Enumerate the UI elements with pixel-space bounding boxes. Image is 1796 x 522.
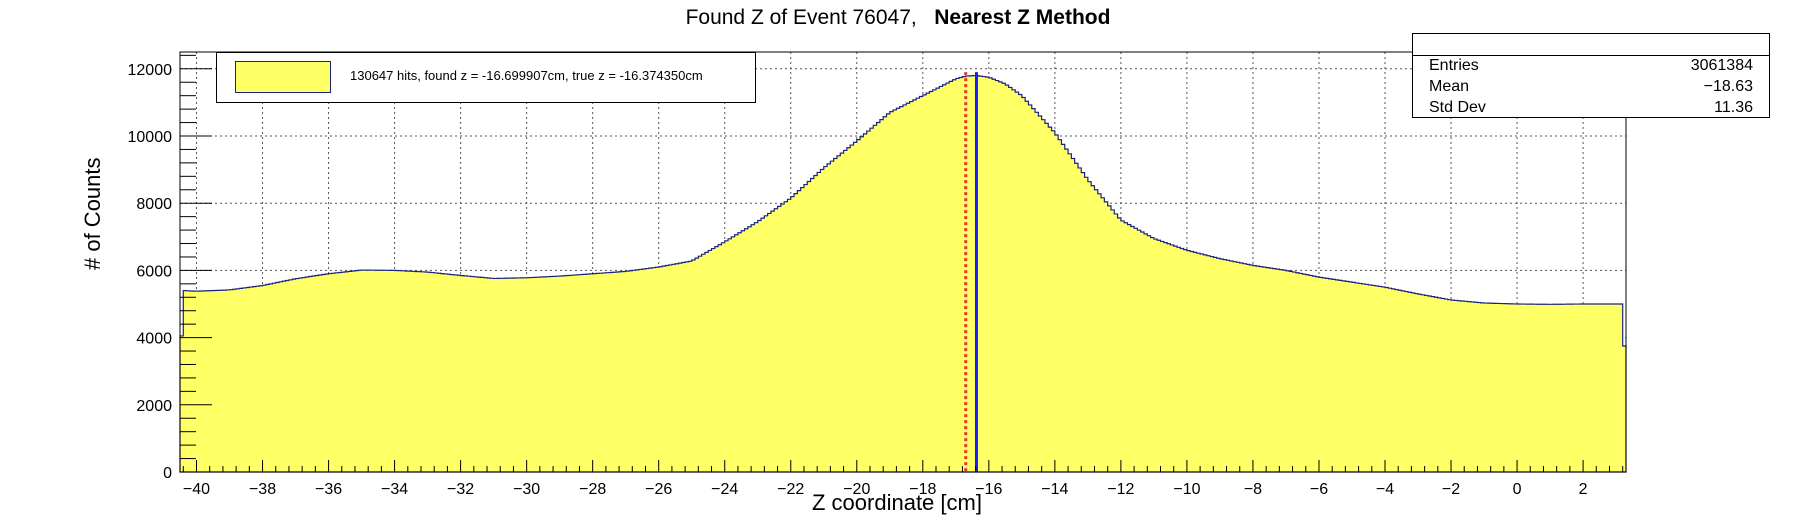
x-tick-label: −16 [975, 481, 1002, 498]
legend-box: 130647 hits, found z = -16.699907cm, tru… [216, 52, 756, 103]
y-tick-label: 12000 [128, 62, 173, 79]
chart-title: Found Z of Event 76047, Nearest Z Method [0, 6, 1796, 30]
x-tick-label: −36 [315, 481, 342, 498]
x-tick-label: −8 [1244, 481, 1262, 498]
y-tick-label: 2000 [136, 398, 172, 415]
x-tick-label: −28 [579, 481, 606, 498]
y-tick-label: 8000 [136, 196, 172, 213]
y-tick-label: 0 [163, 465, 172, 482]
stats-stddev-label: Std Dev [1429, 99, 1486, 116]
legend-entry: 130647 hits, found z = -16.699907cm, tru… [350, 68, 703, 83]
x-tick-label: −40 [183, 481, 210, 498]
x-tick-label: −2 [1442, 481, 1460, 498]
x-tick-label: −20 [843, 481, 870, 498]
stats-row-stddev: Std Dev 11.36 [1413, 98, 1769, 119]
chart-title-plain: Found Z of Event 76047, [685, 6, 917, 29]
x-tick-label: −18 [909, 481, 936, 498]
x-tick-label: −30 [513, 481, 540, 498]
x-tick-label: −26 [645, 481, 672, 498]
x-tick-label: −4 [1376, 481, 1394, 498]
stats-header [1413, 34, 1769, 56]
x-tick-label: −10 [1173, 481, 1200, 498]
x-tick-label: −12 [1107, 481, 1134, 498]
legend-swatch [235, 61, 331, 93]
x-tick-label: −14 [1041, 481, 1068, 498]
chart-title-method: Nearest Z Method [934, 6, 1111, 29]
x-tick-label: −32 [447, 481, 474, 498]
stats-mean-label: Mean [1429, 78, 1470, 95]
x-tick-label: 0 [1513, 481, 1522, 498]
x-tick-label: −34 [381, 481, 408, 498]
y-tick-label: 6000 [136, 263, 172, 280]
x-tick-label: −38 [249, 481, 276, 498]
x-tick-label: −22 [777, 481, 804, 498]
stats-row-mean: Mean −18.63 [1413, 77, 1769, 98]
stats-row-entries: Entries 3061384 [1413, 56, 1769, 77]
histogram-area [179, 75, 1627, 473]
y-axis-label: # of Counts [80, 157, 105, 270]
x-axis-label: Z coordinate [cm] [812, 490, 982, 515]
plot-frame [179, 51, 1627, 473]
x-tick-label: −24 [711, 481, 738, 498]
stats-mean-value: −18.63 [1703, 78, 1753, 95]
stats-entries-value: 3061384 [1690, 57, 1753, 74]
x-tick-label: 2 [1579, 481, 1588, 498]
y-tick-label: 4000 [136, 331, 172, 348]
stats-box: Entries 3061384 Mean −18.63 Std Dev 11.3… [1412, 33, 1770, 118]
stats-entries-label: Entries [1429, 57, 1479, 74]
y-tick-label: 10000 [128, 129, 173, 146]
stats-stddev-value: 11.36 [1714, 99, 1753, 116]
x-tick-label: −6 [1310, 481, 1328, 498]
